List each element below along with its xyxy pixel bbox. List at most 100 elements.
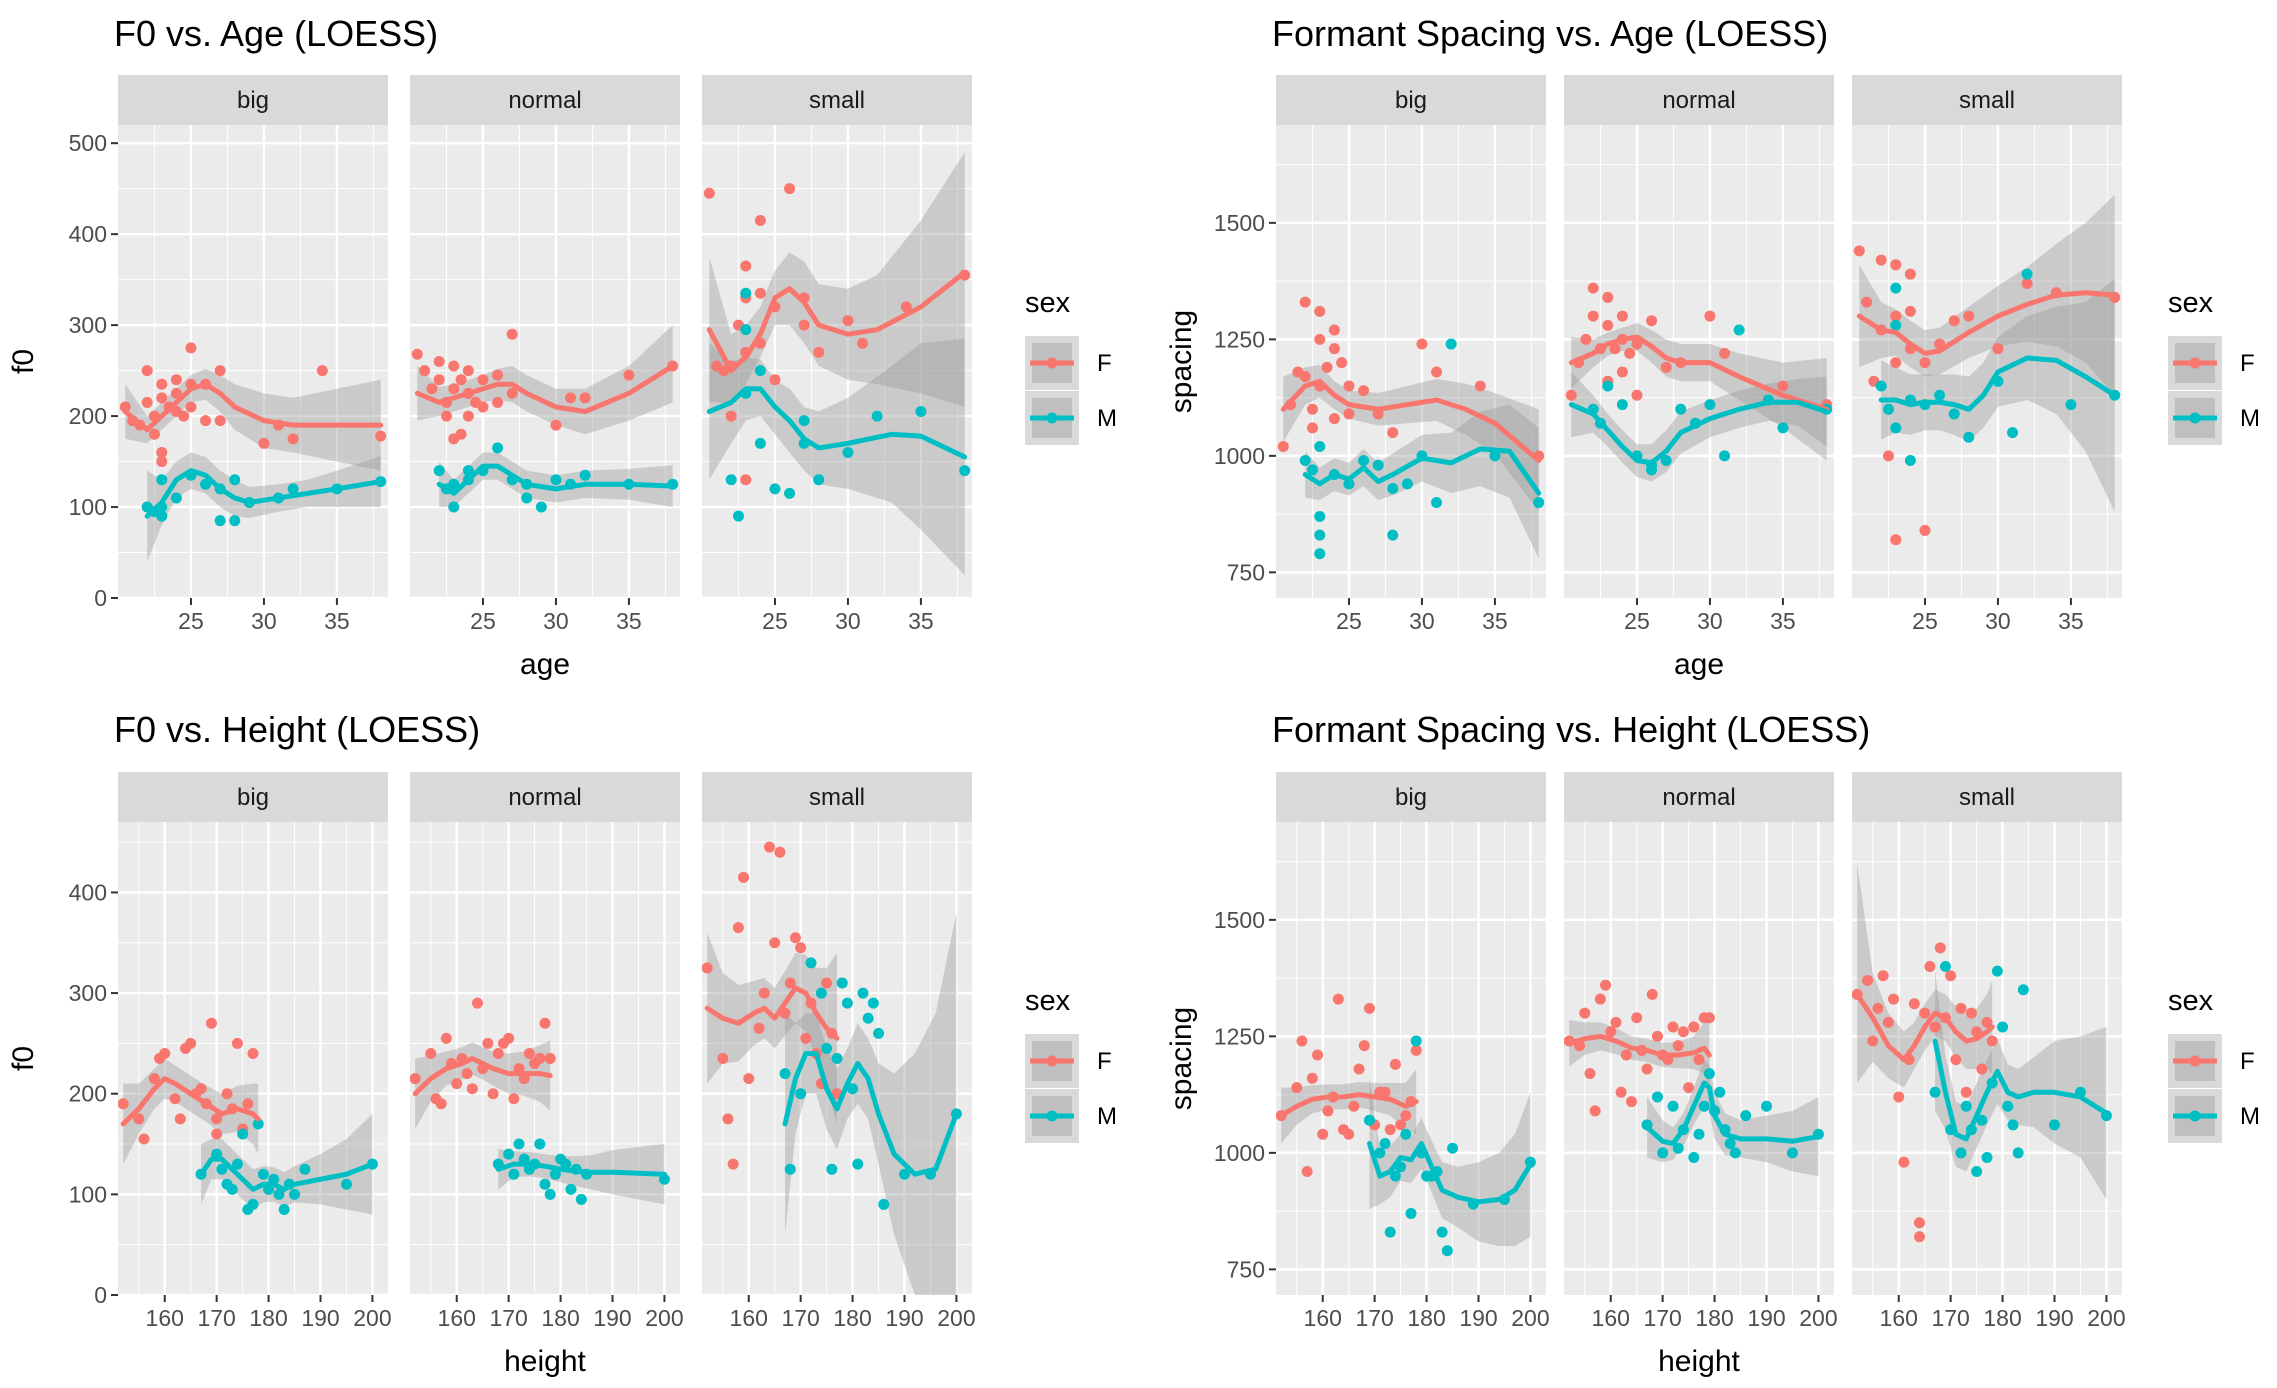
data-point-M [229,474,241,486]
data-point-M [156,510,168,522]
data-point-F [487,1088,499,1100]
facet-panel-big: big 25 30 35 [118,75,388,634]
data-point-M [1963,431,1975,443]
x-tick-label: 25 [1336,608,1362,634]
data-point-F [1660,361,1672,373]
data-point-M [1693,1128,1705,1140]
data-point-F [1651,1030,1663,1042]
x-tick-label: 190 [1747,1305,1785,1331]
legend-key-point-M [1046,412,1058,424]
data-point-F [466,1083,478,1095]
data-point-M [769,483,781,495]
data-point-F [1602,291,1614,303]
y-tick-label: 1250 [1214,326,1265,352]
confidence-band-F [1859,194,2115,396]
legend-key-point-M [2189,1110,2201,1122]
data-point-M [1714,1086,1726,1098]
data-point-F [1314,333,1326,345]
chart-title: F0 vs. Age (LOESS) [114,13,438,54]
data-point-M [1703,1068,1715,1080]
data-point-M [1991,965,2003,977]
data-point-M [550,474,562,486]
y-tick-label: 1250 [1214,1023,1265,1049]
x-tick-label: 180 [1695,1305,1733,1331]
data-point-F [1306,403,1318,415]
legend-label-F: F [1097,350,1112,377]
data-point-F [118,1098,129,1110]
data-point-M [2002,1100,2014,1112]
data-point-F [506,328,518,340]
loess-line-F [1278,1092,1419,1119]
data-point-F [455,374,467,386]
data-point-F [1882,450,1894,462]
data-point-F [433,356,445,367]
data-point-F [1348,1100,1360,1112]
data-point-M [1667,1100,1679,1112]
data-point-M [200,478,212,490]
data-point-F [1704,310,1716,322]
data-point-F [1579,1007,1591,1019]
data-point-F [462,365,474,377]
data-point-M [1651,1091,1663,1103]
x-tick-label: 200 [1799,1305,1837,1331]
x-axis-title: height [504,1345,586,1378]
data-point-F [754,287,766,299]
data-point-F [1646,988,1658,1000]
data-point-F [211,1128,223,1140]
data-point-M [513,1138,525,1150]
data-point-F [174,1113,186,1125]
data-point-F [148,428,160,440]
confidence-band-M [1369,1078,1531,1247]
data-point-F [477,401,489,413]
data-point-M [2021,268,2033,280]
data-point-F [738,871,750,883]
panel-contents [1852,125,2122,598]
data-point-M [1405,1207,1417,1219]
chart-1: Formant Spacing vs. Age (LOESS) 750 1000 12… [1165,13,2260,681]
data-point-F [722,1113,734,1125]
data-point-M [289,1188,301,1200]
data-point-F [813,346,825,358]
data-point-M [1890,422,1902,434]
data-point-F [1929,1021,1941,1033]
data-point-F [857,337,869,349]
data-point-F [769,937,781,949]
facet-strip [1852,75,2122,125]
x-tick-label: 180 [833,1305,871,1331]
x-tick-label: 200 [937,1305,975,1331]
facet-strip [1276,75,1546,125]
facet-strip-label: big [1395,784,1427,811]
data-point-F [727,1158,739,1170]
data-point-F [798,319,810,331]
data-point-F [1898,1156,1910,1168]
data-point-M [867,997,879,1009]
data-point-F [455,428,467,440]
data-point-F [1389,1058,1401,1070]
data-point-M [1890,319,1902,331]
y-tick-label: 100 [69,494,107,520]
data-point-M [247,1198,259,1210]
data-point-F [258,437,270,449]
y-tick-label: 200 [69,403,107,429]
data-point-M [229,515,241,527]
data-point-M [915,406,927,418]
x-tick-label: 30 [1697,608,1723,634]
data-point-M [1740,1110,1752,1122]
data-point-F [231,1037,243,1049]
data-point-M [852,1158,864,1170]
x-tick-label: 35 [2058,608,2084,634]
data-point-F [1672,1040,1684,1052]
facet-strip [702,772,972,822]
facet-panel-big: big 160 170 180 190 200 [118,772,392,1331]
data-point-F [1624,347,1636,359]
y-tick-label: 1500 [1214,210,1265,236]
data-point-F [1589,1105,1601,1117]
data-point-F [156,456,168,468]
data-point-F [1976,1063,1988,1075]
loess-line-F [1854,991,1995,1063]
facet-panel-normal: normal 160 170 180 190 200 [410,772,684,1331]
data-point-M [784,487,796,499]
data-point-F [1914,1231,1925,1243]
data-point-F [1890,310,1902,322]
data-point-M [544,1188,556,1200]
